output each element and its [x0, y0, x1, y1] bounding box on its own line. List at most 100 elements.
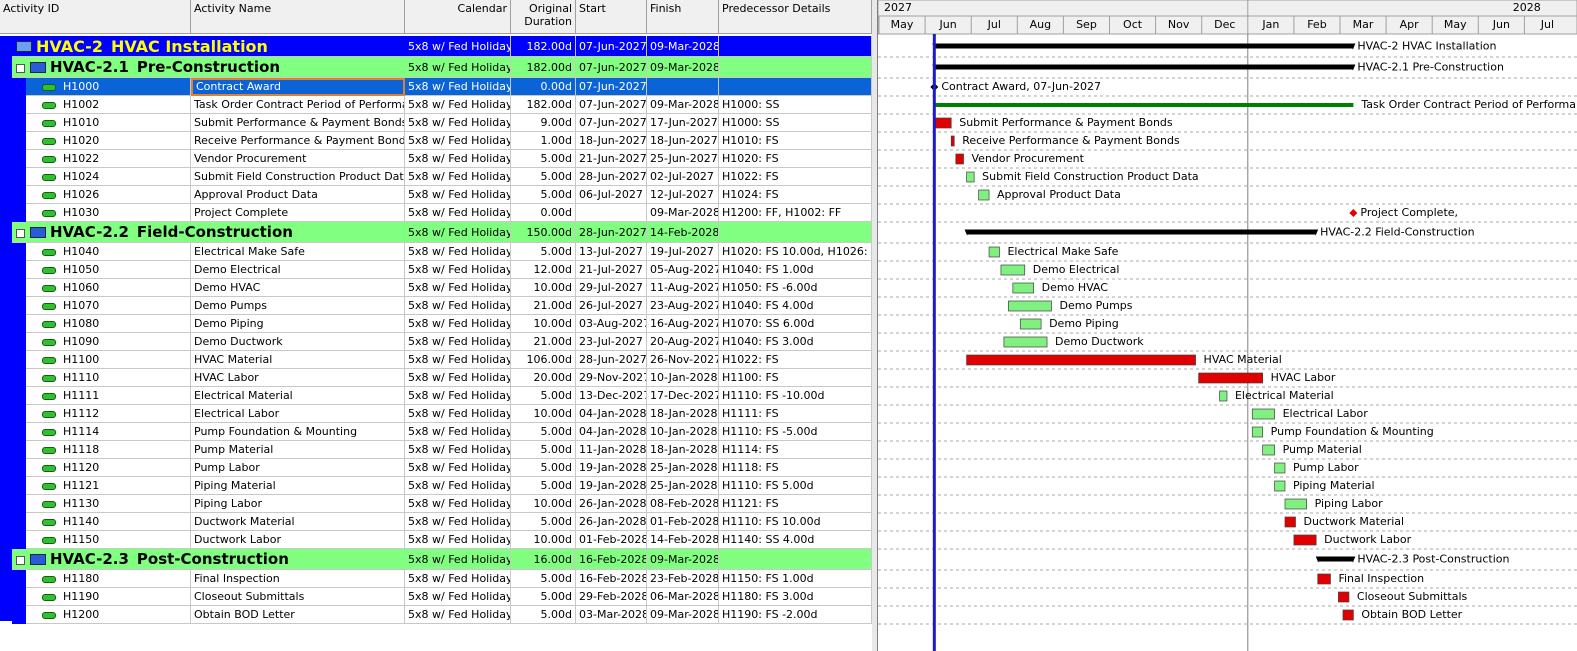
activity-icon — [42, 267, 56, 274]
month-label: Jul — [1540, 18, 1554, 31]
activity-cell: 10.00d — [511, 405, 576, 423]
row-indent — [12, 261, 26, 279]
bar-label: Approval Product Data — [997, 188, 1121, 201]
activity-cell: H1118: FS — [719, 459, 872, 477]
activity-cell: H1024 — [26, 168, 191, 186]
activity-cell: H1111: FS — [719, 405, 872, 423]
activity-cell: H1020: FS 10.00d, H1026: FS — [719, 243, 872, 261]
activity-icon — [42, 357, 56, 364]
row-indent — [12, 279, 26, 297]
activity-cell: H1150 — [26, 531, 191, 549]
column-header: Original Duration — [511, 0, 576, 34]
activity-cell: H1180: FS 3.00d — [719, 588, 872, 606]
activity-bar — [1251, 408, 1275, 420]
bar-label: Demo Electrical — [1033, 263, 1120, 276]
activity-cell: H1110: FS 5.00d — [719, 477, 872, 495]
month-label: May — [891, 18, 914, 31]
activity-cell — [576, 204, 647, 222]
activity-cell: 5x8 w/ Fed Holidays — [405, 279, 511, 297]
activity-icon — [42, 192, 56, 199]
row-indent — [12, 513, 26, 531]
activity-cell: 16-Feb-2028 — [576, 570, 647, 588]
activity-cell: 21.00d — [511, 297, 576, 315]
activity-cell: 5.00d — [511, 168, 576, 186]
gantt-chart: May Jun Jul Aug Sep Oct Nov Dec Jan Feb Mar Apr May J… — [878, 0, 1577, 651]
activity-cell: 07-Jun-2027 — [576, 114, 647, 132]
row-indent — [12, 477, 26, 495]
activity-cell: 23-Feb-2028 — [647, 570, 719, 588]
activity-cell: H1190: FS -2.00d — [719, 606, 872, 624]
activity-cell: Electrical Make Safe — [191, 243, 405, 261]
activity-cell: 10.00d — [511, 495, 576, 513]
bar-label: Piping Material — [1293, 479, 1375, 492]
activity-cell: 26-Jan-2028 — [576, 513, 647, 531]
activity-cell: 20-Aug-2027 — [647, 333, 719, 351]
row-indent — [12, 315, 26, 333]
activity-cell: 5.00d — [511, 150, 576, 168]
activity-cell: 06-Jul-2027 — [576, 186, 647, 204]
wbs-cell: 5x8 w/ Fed Holidays — [405, 549, 511, 570]
activity-cell: 11-Jan-2028 — [576, 441, 647, 459]
wbs-row: HVAC-2.3 Post-Construction — [12, 549, 405, 570]
month-label: Jul — [987, 18, 1001, 31]
activity-cell: H1070 — [26, 297, 191, 315]
bar-label: Demo Piping — [1049, 317, 1119, 330]
activity-cell: H1070: SS 6.00d — [719, 315, 872, 333]
row-indent — [12, 588, 26, 606]
activity-cell: 13-Jul-2027 — [576, 243, 647, 261]
collapse-button — [16, 63, 25, 73]
activity-cell: Demo Piping — [191, 315, 405, 333]
activity-cell: 18-Jun-2027 — [576, 132, 647, 150]
activity-cell: H1180 — [26, 570, 191, 588]
bar-label: HVAC Material — [1204, 353, 1282, 366]
activity-bar — [1003, 336, 1048, 348]
wbs-cell: 182.00d — [511, 57, 576, 78]
activity-cell: 19-Jan-2028 — [576, 477, 647, 495]
activity-cell: Obtain BOD Letter — [191, 606, 405, 624]
activity-cell: 106.00d — [511, 351, 576, 369]
wbs-row: HVAC-2.1 Pre-Construction — [12, 57, 405, 78]
activity-cell: 5.00d — [511, 441, 576, 459]
activity-cell: 10-Jan-2028 — [647, 423, 719, 441]
activity-cell: 04-Jan-2028 — [576, 423, 647, 441]
activity-cell: 07-Jun-2027 — [576, 96, 647, 114]
activity-cell: H1000: SS — [719, 114, 872, 132]
activity-cell: H1112 — [26, 405, 191, 423]
activity-cell: H1100: FS — [719, 369, 872, 387]
activity-icon — [42, 411, 56, 418]
activity-cell: 5x8 w/ Fed Holidays — [405, 477, 511, 495]
activity-icon — [42, 537, 56, 544]
activity-cell: 10-Jan-2028 — [647, 369, 719, 387]
bar-label: Pump Foundation & Mounting — [1271, 425, 1434, 438]
activity-icon — [42, 483, 56, 490]
activity-cell: 01-Feb-2028 — [647, 513, 719, 531]
activity-bar — [1342, 609, 1354, 621]
activity-cell: Piping Material — [191, 477, 405, 495]
activity-cell: 5x8 w/ Fed Holidays — [405, 315, 511, 333]
wbs-cell: 07-Jun-2027 — [576, 36, 647, 57]
indent — [0, 222, 12, 243]
splitter[interactable] — [872, 0, 878, 651]
activity-cell: 5.00d — [511, 387, 576, 405]
activity-bar — [1274, 480, 1286, 492]
activity-cell: 5x8 w/ Fed Holidays — [405, 588, 511, 606]
activity-cell: Ductwork Material — [191, 513, 405, 531]
activity-cell: 1.00d — [511, 132, 576, 150]
bar-label: HVAC Labor — [1271, 371, 1336, 384]
bar-label: Vendor Procurement — [972, 152, 1085, 165]
row-indent — [12, 297, 26, 315]
wbs-cell: 09-Mar-2028 — [647, 36, 719, 57]
activity-cell: HVAC Labor — [191, 369, 405, 387]
activity-cell: H1022 — [26, 150, 191, 168]
activity-cell: H1114: FS — [719, 441, 872, 459]
month-label: Jun — [939, 18, 957, 31]
activity-cell: 5x8 w/ Fed Holidays — [405, 351, 511, 369]
activity-cell: 13-Dec-2027 — [576, 387, 647, 405]
activity-cell: H1000: SS — [719, 96, 872, 114]
activity-bar — [950, 135, 955, 147]
activity-cell — [647, 78, 719, 96]
row-indent — [12, 531, 26, 549]
bar-label: Demo HVAC — [1042, 281, 1109, 294]
activity-cell: 5x8 w/ Fed Holidays — [405, 261, 511, 279]
wbs-code: HVAC-2.3 — [50, 550, 129, 568]
